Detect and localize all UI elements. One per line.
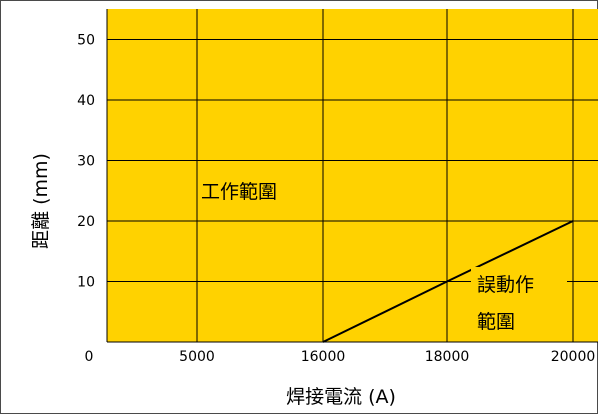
x-axis-title: 焊接電流 (A) (286, 386, 396, 408)
y-tick-labels: 10 20 30 40 50 (77, 33, 95, 291)
y-axis-title: 距離 (mm) (30, 153, 52, 249)
y-tick-label: 50 (77, 33, 95, 49)
y-tick-label: 40 (77, 93, 95, 109)
x-tick-label: 18000 (425, 349, 470, 365)
y-tick-label: 30 (77, 154, 95, 170)
x-tick-label: 5000 (179, 349, 215, 365)
annotation-working-range: 工作範圍 (201, 181, 277, 203)
y-tick-label: 10 (77, 275, 95, 291)
annotation-box-bg (471, 267, 567, 339)
annotation-misoperation-line1: 誤動作 (477, 274, 534, 296)
x-tick-label: 20000 (551, 349, 596, 365)
x-tick-labels: 0 5000 16000 18000 20000 (85, 349, 596, 365)
series-line (322, 220, 574, 343)
annotation-misoperation-line2: 範圍 (477, 311, 515, 333)
x-tick-label: 16000 (301, 349, 346, 365)
x-tick-label: 0 (85, 349, 94, 365)
y-tick-label: 20 (77, 214, 95, 230)
grid-lines (106, 9, 598, 343)
series-lines (322, 220, 574, 343)
